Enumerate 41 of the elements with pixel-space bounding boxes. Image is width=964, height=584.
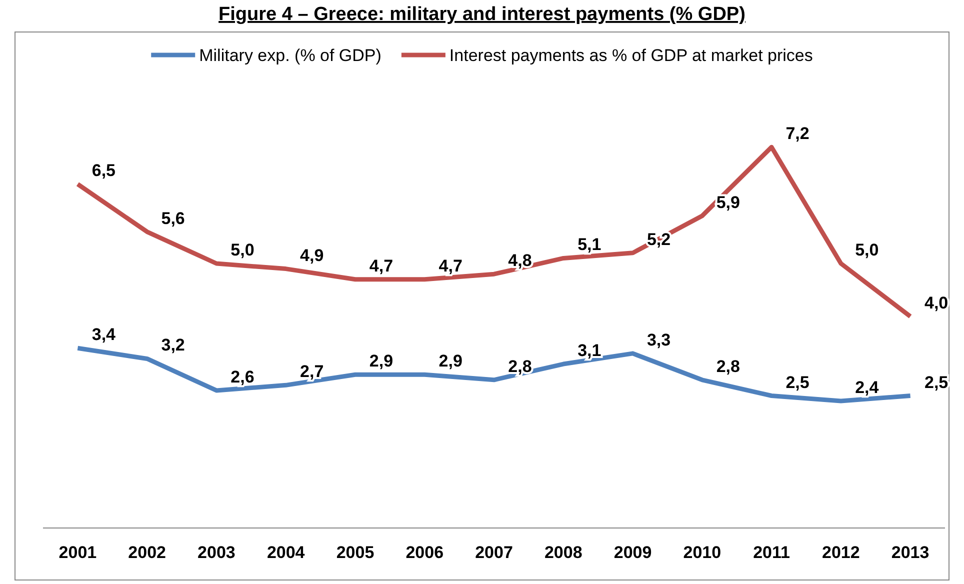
data-label: 2,4 [855, 378, 880, 398]
x-tick-label: 2003 [198, 543, 236, 562]
x-tick-label: 2005 [336, 543, 374, 562]
x-tick-label: 2012 [822, 543, 860, 562]
data-label: 4,0 [924, 293, 948, 312]
data-label: 5,9 [716, 192, 740, 212]
data-label: 2,7 [300, 362, 324, 382]
x-tick-label: 2006 [406, 543, 444, 562]
data-label: 4,7 [369, 256, 394, 276]
data-label: 5,1 [578, 235, 602, 254]
data-label: 4,8 [508, 251, 532, 270]
x-tick-label: 2009 [614, 543, 652, 562]
x-tick-label: 2008 [544, 543, 582, 562]
data-label: 2,5 [924, 372, 948, 392]
chart-title: Figure 4 – Greece: military and interest payments (% GDP) [218, 4, 746, 25]
x-tick-label: 2013 [891, 543, 930, 562]
data-label: 7,2 [786, 124, 810, 144]
data-label: 5,6 [161, 208, 185, 228]
x-tick-label: 2004 [266, 543, 306, 562]
x-tick-label: 2007 [475, 543, 513, 562]
data-label: 6,5 [92, 161, 116, 180]
x-tick-label: 2001 [58, 543, 97, 562]
data-label: 3,2 [161, 336, 185, 355]
x-tick-label: 2011 [753, 543, 790, 562]
data-label: 2,8 [716, 356, 740, 376]
data-label: 5,0 [855, 240, 879, 260]
data-label: 3,4 [92, 325, 116, 344]
data-label: 2,8 [508, 356, 532, 376]
legend-label: Interest payments as % of GDP at market prices [449, 46, 813, 65]
data-label: 3,3 [646, 330, 671, 350]
data-label: 4,7 [438, 256, 462, 276]
data-label: 5,0 [230, 240, 254, 260]
x-tick-label: 2002 [128, 543, 166, 562]
data-label: 2,6 [230, 367, 254, 386]
data-label: 2,5 [786, 372, 810, 392]
x-tick-label: 2010 [683, 543, 722, 562]
data-label: 4,9 [300, 246, 324, 265]
legend-label: Military exp. (% of GDP) [199, 46, 382, 65]
data-label: 3,1 [578, 341, 602, 360]
data-label: 2,9 [438, 352, 462, 371]
data-label: 2,9 [369, 352, 394, 371]
